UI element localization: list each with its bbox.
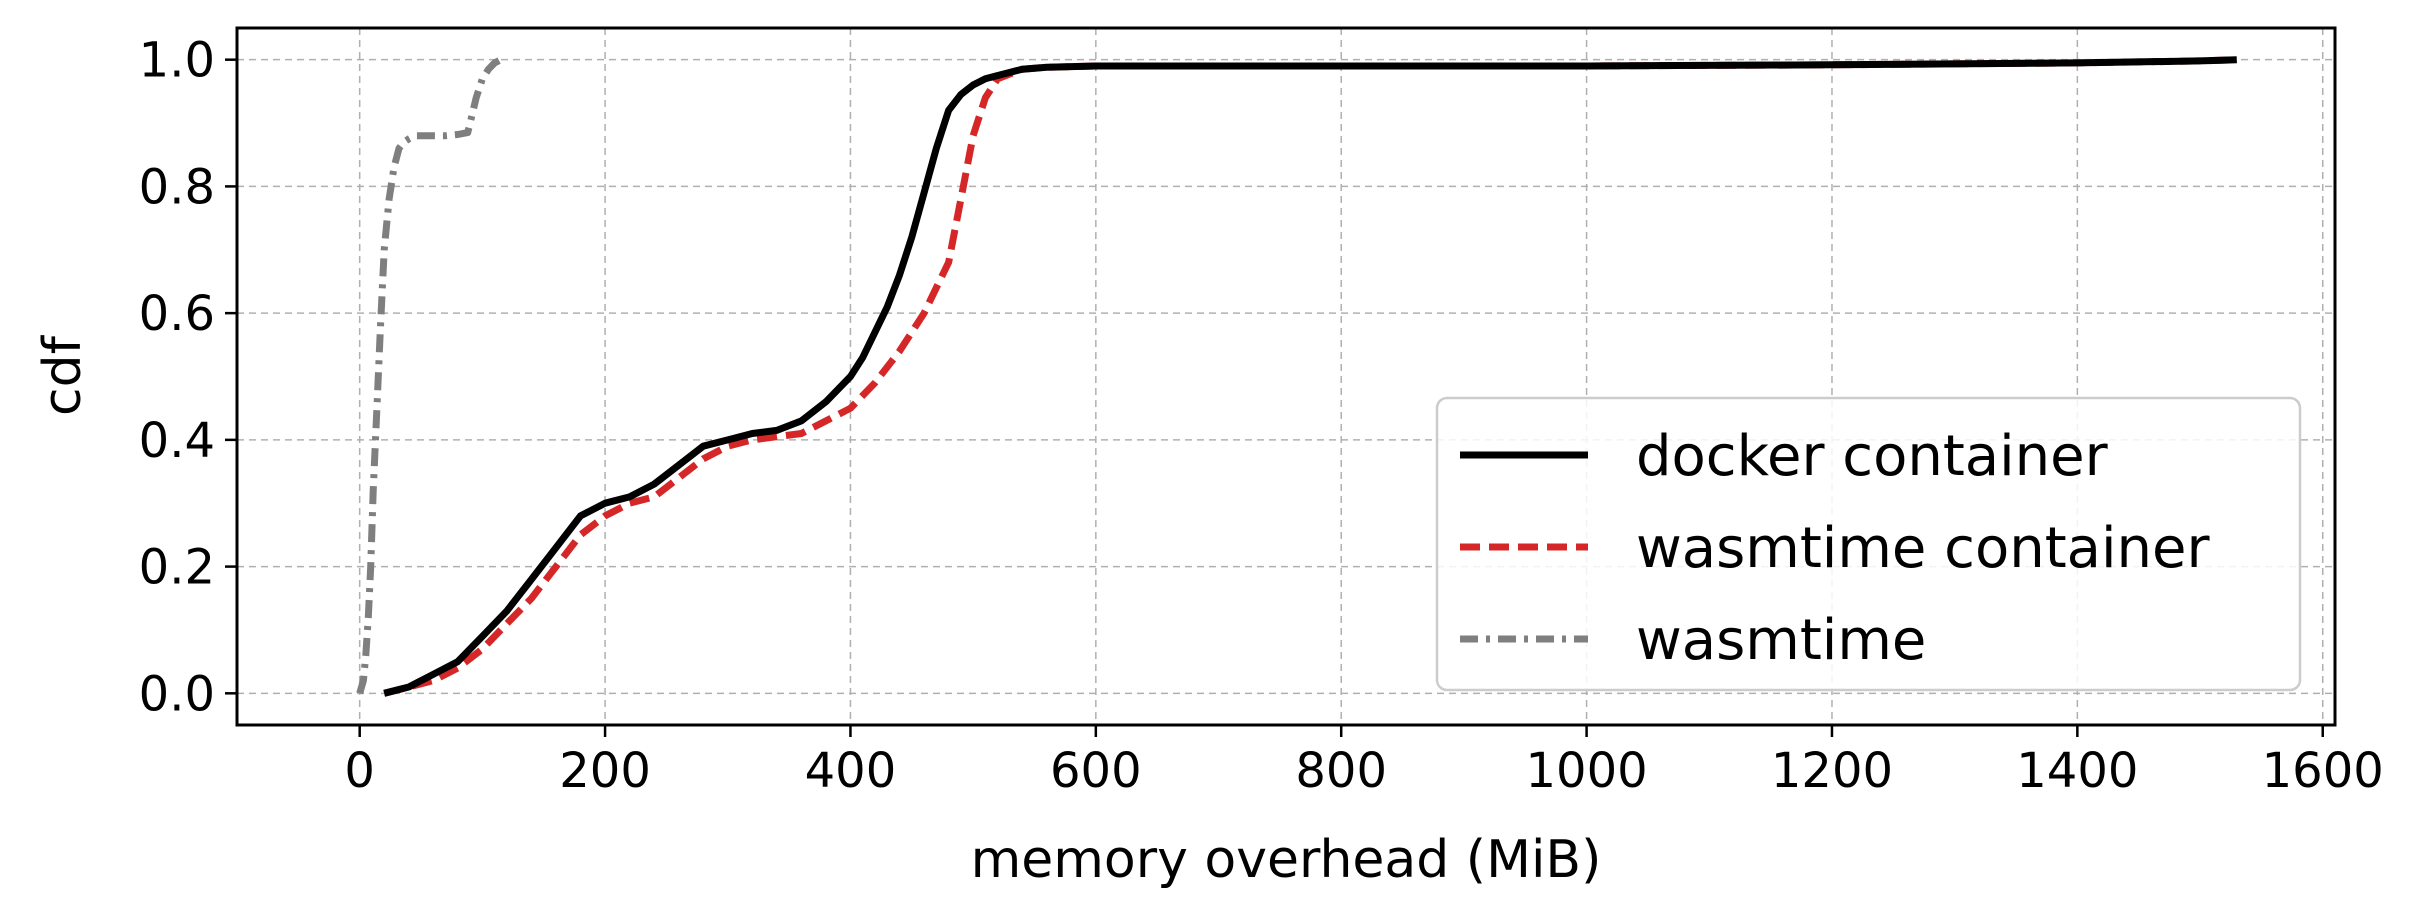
y-tick-label: 0.6 [139,286,215,342]
y-tick-label: 0.4 [139,413,215,469]
y-tick-label: 0.0 [139,666,215,722]
y-axis-label: cdf [33,334,93,416]
legend-label-1: wasmtime container [1636,516,2210,581]
series-lines [356,56,2237,697]
legend-label-0: docker container [1636,424,2109,489]
legend-label-2: wasmtime [1636,608,1926,673]
axis-ticks: 0 200 400 600 800 1000 1200 1400 1600 0.0 0.2 0.4 0.… [139,33,2384,799]
x-tick-label: 200 [559,743,651,799]
y-tick-label: 0.8 [139,159,215,215]
x-tick-label: 600 [1050,743,1142,799]
x-tick-label: 1400 [2016,743,2138,799]
y-tick-label: 0.2 [139,540,215,596]
x-tick-label: 1600 [2262,743,2384,799]
x-tick-label: 400 [805,743,897,799]
plot-area-frame [235,26,2337,727]
x-tick-label: 1200 [1771,743,1893,799]
x-tick-label: 1000 [1526,743,1648,799]
series-line-2 [356,56,503,695]
x-tick-label: 800 [1295,743,1387,799]
legend: docker container wasmtime container wasmti… [1435,396,2302,692]
x-tick-label: 0 [344,743,375,799]
x-axis-label: memory overhead (MiB) [971,830,1602,890]
y-tick-label: 1.0 [139,33,215,89]
legend-items: docker container wasmtime container wasmti… [1460,424,2210,673]
series-line-0 [383,56,2237,697]
legend-box [1435,396,2302,692]
